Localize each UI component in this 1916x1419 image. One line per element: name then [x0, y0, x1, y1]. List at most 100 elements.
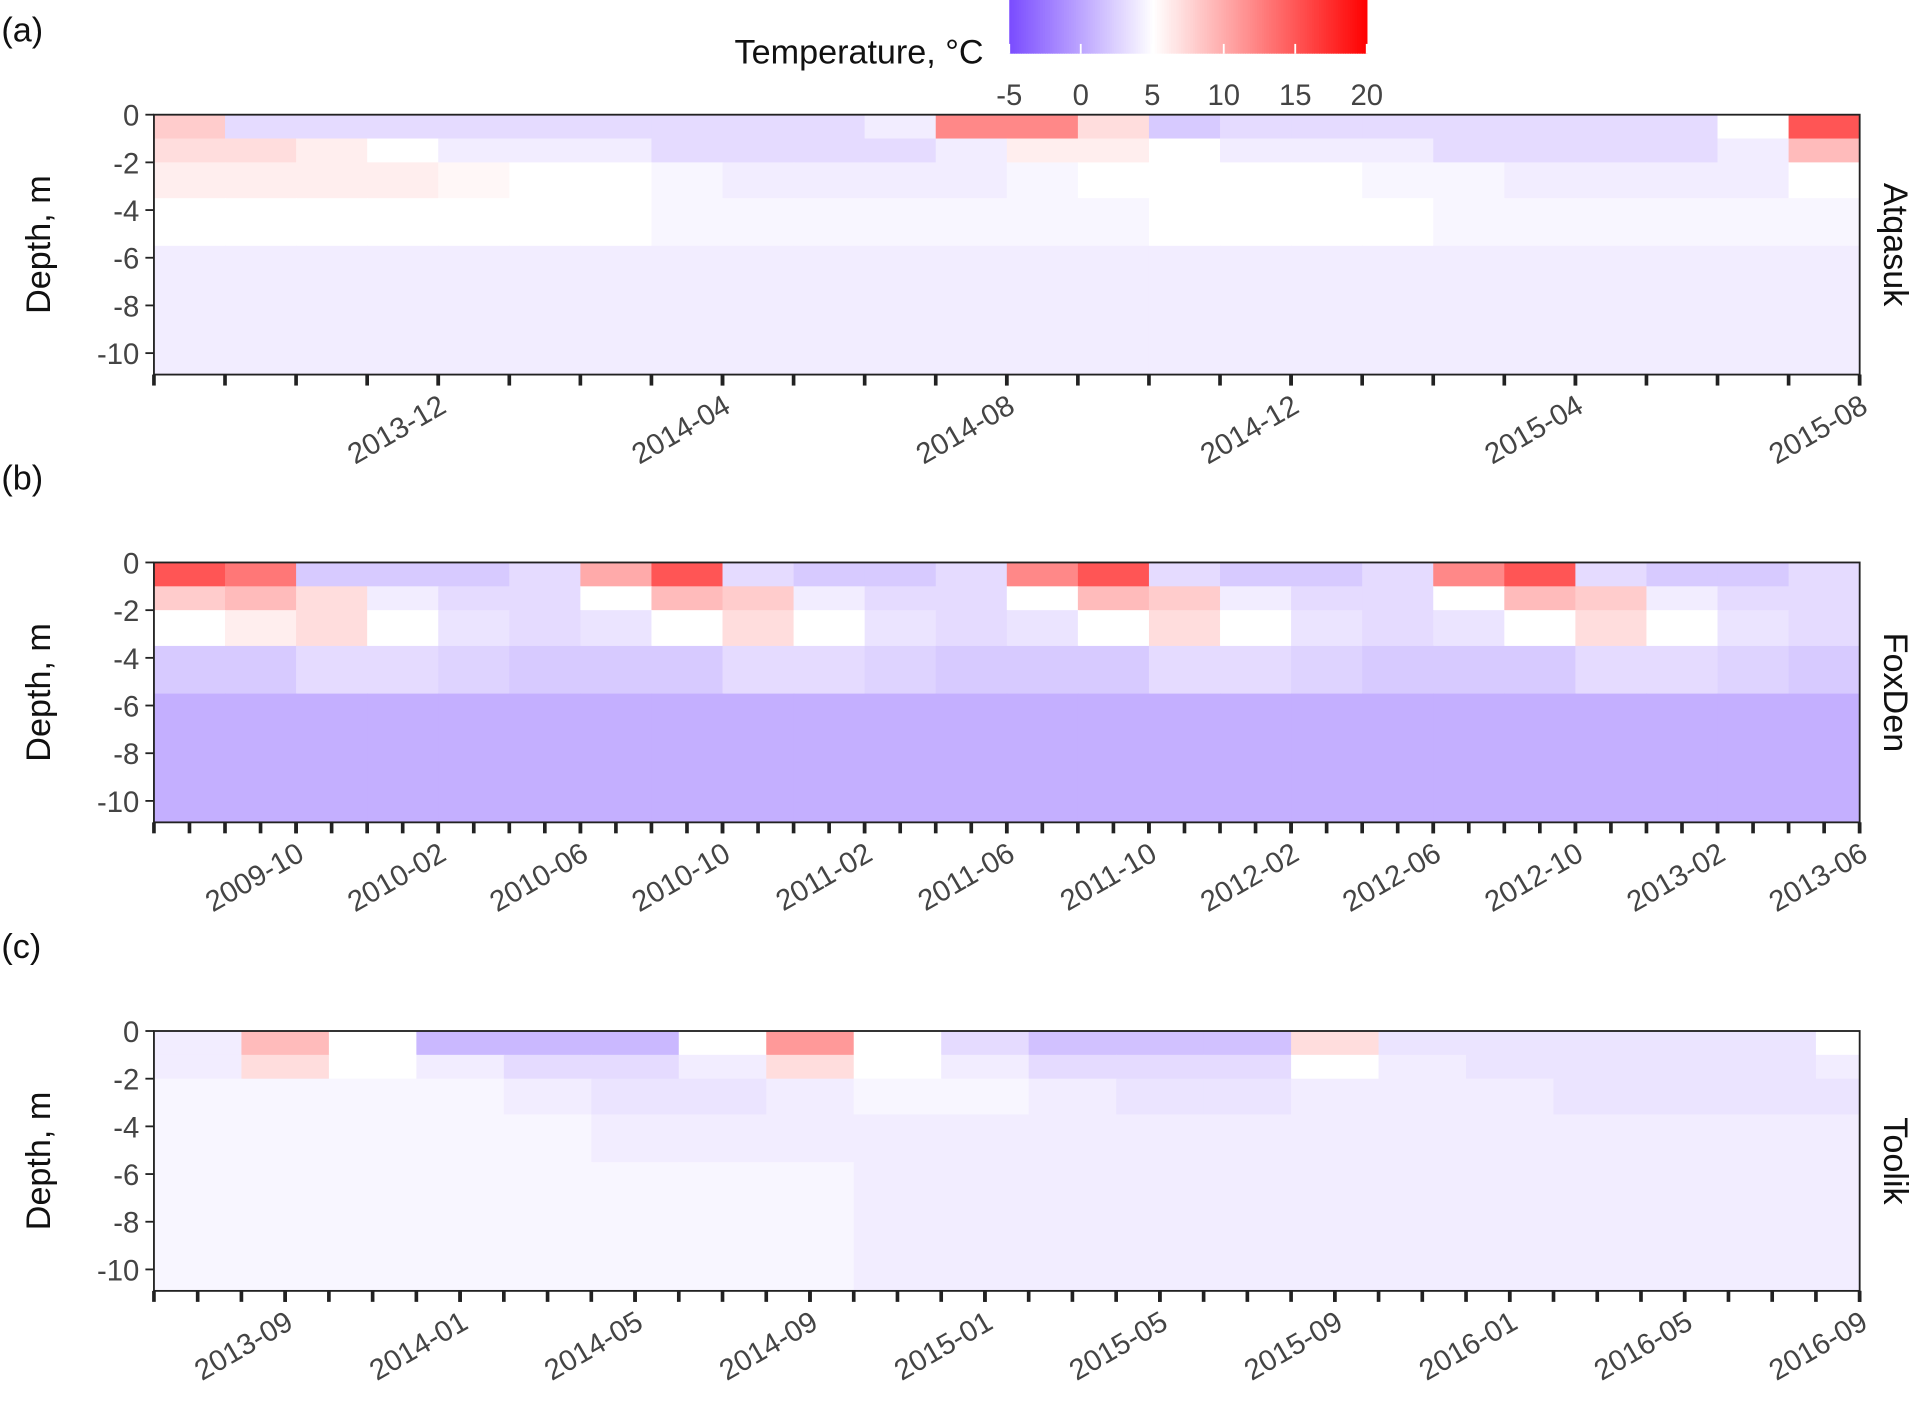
heat-cell — [1116, 1078, 1205, 1116]
heat-cell — [722, 138, 795, 164]
heat-cell — [941, 1031, 1030, 1056]
x-tick-label: 2014-09 — [714, 1305, 824, 1387]
heat-cell — [1788, 162, 1860, 199]
heat-cell — [766, 1078, 855, 1116]
y-tick-label: -8 — [113, 290, 139, 323]
heat-cell — [1575, 114, 1648, 140]
x-tick-label: 2010-06 — [484, 836, 594, 918]
heat-cell — [1291, 693, 1363, 823]
heat-cell — [1640, 1078, 1730, 1116]
x-tick-label: 2015-01 — [889, 1305, 999, 1387]
heat-cell — [1717, 245, 1790, 375]
colorbar-step — [1314, 0, 1318, 54]
heat-cell — [509, 586, 582, 611]
heat-cell — [580, 114, 653, 140]
colorbar-step — [1073, 0, 1077, 54]
colorbar-step — [1118, 0, 1122, 54]
x-tick-label: 2016-05 — [1588, 1305, 1698, 1387]
heat-cell — [1575, 693, 1648, 823]
heat-cell — [241, 1031, 330, 1056]
heat-cell — [853, 1078, 942, 1116]
colorbar-step — [1152, 0, 1156, 54]
heat-cell — [438, 645, 511, 695]
heat-cell — [1077, 645, 1150, 695]
heat-cell — [1575, 138, 1648, 164]
heat-cell — [367, 245, 439, 375]
heat-cell — [591, 1078, 680, 1116]
colorbar-step — [1068, 0, 1072, 54]
colorbar-step — [1328, 0, 1332, 54]
colorbar-step — [1269, 0, 1273, 54]
colorbar-step — [1044, 0, 1049, 54]
colorbar-step — [1126, 0, 1130, 54]
colorbar-step — [1037, 0, 1041, 54]
heat-cell — [1433, 562, 1506, 588]
heat-cell — [864, 693, 937, 823]
heat-cell — [1220, 586, 1292, 611]
heat-cell — [1717, 138, 1790, 164]
heat-cell — [1203, 1054, 1292, 1080]
plot-frame — [153, 1030, 1861, 1292]
heat-cell — [1006, 693, 1079, 823]
heat-cell — [935, 693, 1008, 823]
colorbar-step — [1147, 0, 1151, 54]
heat-cell — [580, 138, 653, 164]
heat-cell — [580, 693, 653, 823]
heat-cell — [935, 114, 1008, 140]
heat-cell — [328, 1162, 418, 1291]
colorbar-step — [1190, 0, 1194, 54]
heat-cell — [1815, 1078, 1860, 1116]
heat-cell — [509, 198, 582, 247]
heat-cell — [651, 693, 724, 823]
colorbar-step — [1271, 0, 1275, 54]
heat-cell — [153, 1054, 243, 1080]
colorbar-step — [1202, 0, 1206, 54]
heat-cell — [1553, 1114, 1642, 1163]
colorbar-step — [1326, 0, 1330, 54]
x-tick-label: 2015-08 — [1763, 389, 1873, 471]
heat-cell — [1220, 245, 1292, 375]
heat-cell — [722, 610, 795, 647]
colorbar-step — [1023, 0, 1027, 54]
colorbar-step — [1259, 0, 1263, 54]
heat-cell — [1378, 1031, 1467, 1056]
heat-cell — [438, 610, 511, 647]
heat-cell — [793, 610, 866, 647]
colorbar-step — [1085, 0, 1089, 54]
heat-cell — [225, 610, 297, 647]
colorbar-step — [1300, 0, 1304, 54]
colorbar-step — [1209, 0, 1213, 54]
colorbar-step — [1187, 0, 1192, 54]
heat-cell — [580, 645, 653, 695]
heat-cell — [241, 1078, 330, 1116]
heat-cell — [941, 1078, 1030, 1116]
colorbar-step — [1064, 0, 1068, 54]
y-tick-label: -4 — [113, 1111, 139, 1144]
heat-cell — [1504, 198, 1577, 247]
y-tick-label: -8 — [113, 1207, 139, 1240]
y-tick-label: -10 — [97, 338, 139, 371]
colorbar-step — [1104, 0, 1108, 54]
colorbar-step — [1047, 0, 1051, 54]
heat-cell — [1148, 562, 1221, 588]
colorbar-step — [1357, 0, 1361, 54]
heat-cell — [793, 586, 866, 611]
heat-cell — [1291, 138, 1363, 164]
heat-cell — [1788, 198, 1860, 247]
colorbar-step — [1121, 0, 1125, 54]
colorbar-step — [1059, 0, 1063, 54]
colorbar-step — [1061, 0, 1065, 54]
colorbar-step — [1252, 0, 1256, 54]
colorbar-step — [1211, 0, 1215, 54]
heat-cell — [1116, 1162, 1205, 1291]
heat-cell — [1640, 1031, 1730, 1056]
heat-cell — [416, 1114, 505, 1163]
heat-cell — [722, 245, 795, 375]
colorbar-step — [1178, 0, 1182, 54]
heat-cell — [1553, 1162, 1642, 1291]
colorbar-step — [1157, 0, 1161, 54]
heat-cell — [1504, 114, 1577, 140]
heat-cell — [1006, 114, 1079, 140]
heat-cell — [1362, 162, 1434, 199]
x-tick-label: 2015-04 — [1479, 389, 1589, 471]
